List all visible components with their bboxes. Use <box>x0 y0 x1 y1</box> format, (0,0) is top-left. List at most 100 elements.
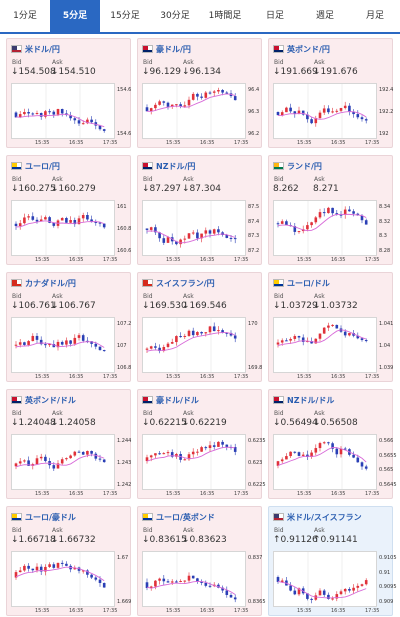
tab-7[interactable]: 月足 <box>365 11 384 21</box>
tab-1[interactable]: 5分足 <box>50 0 100 32</box>
mini-chart[interactable] <box>273 551 377 607</box>
pair-card[interactable]: スイスフラン/円 Bid Ask ↓169.530 ↓169.546 170 169.8 15… <box>137 272 262 382</box>
mini-chart[interactable] <box>273 200 377 256</box>
pair-card[interactable]: ユーロ/ドル Bid Ask ↓1.03729 ↓1.03732 1.041 1.04 1.0… <box>268 272 393 382</box>
candle-body <box>221 587 224 591</box>
candle-body <box>94 453 98 459</box>
candle-body <box>170 104 174 107</box>
y-tick-label: 0.623 <box>248 460 263 466</box>
candle-body <box>348 588 351 591</box>
candle-body <box>18 461 22 464</box>
mini-chart[interactable] <box>11 434 115 490</box>
pair-card[interactable]: NZドル/ドル Bid Ask ↓0.56494 ↓0.56508 0.566 0.5655… <box>268 389 397 499</box>
candle-body <box>314 595 318 600</box>
pair-title[interactable]: 米ドル/円 <box>11 43 60 55</box>
mini-chart[interactable] <box>11 83 115 139</box>
mini-chart[interactable] <box>273 317 377 373</box>
pair-title[interactable]: ユーロ/英ポンド <box>142 511 215 523</box>
pair-title[interactable]: 英ポンド/ドル <box>11 394 76 406</box>
candle-body <box>60 562 64 564</box>
mini-chart[interactable] <box>273 83 377 139</box>
pair-title[interactable]: ユーロ/豪ドル <box>11 511 76 523</box>
mini-chart[interactable] <box>142 83 246 139</box>
pair-title[interactable]: NZドル/円 <box>142 160 195 172</box>
candle-body <box>183 459 187 461</box>
mini-chart[interactable] <box>142 434 246 490</box>
mini-chart[interactable] <box>11 200 115 256</box>
pair-card[interactable]: 豪ドル/円 Bid Ask ↓96.129 ↓96.134 96.4 96.3 96.2 15:… <box>137 38 262 148</box>
tab-5[interactable]: 日足 <box>265 11 284 21</box>
x-tick-label: 15:35 <box>35 491 50 497</box>
pair-card[interactable]: 英ポンド/ドル Bid Ask ↓1.24048 ↓1.24058 1.244 1.243 1… <box>6 389 131 499</box>
x-tick-label: 16:35 <box>69 608 84 614</box>
candle-body <box>289 338 292 341</box>
candle-body <box>175 104 178 106</box>
y-tick-label: 87.5 <box>248 204 260 210</box>
tab-0[interactable]: 1分足 <box>13 11 37 21</box>
candle-body <box>187 575 191 581</box>
bid-value: ↑0.91126 <box>273 535 318 545</box>
mini-chart[interactable] <box>273 434 377 490</box>
candle-body <box>179 580 182 582</box>
candle-body <box>166 581 170 583</box>
candle-body <box>48 217 51 223</box>
candle-body <box>158 453 161 455</box>
pair-title[interactable]: ユーロ/ドル <box>273 277 330 289</box>
ask-value: ↓0.62219 <box>182 418 227 428</box>
candle-body <box>322 442 326 444</box>
candle-body <box>175 453 178 457</box>
pair-title[interactable]: ランド/円 <box>273 160 322 172</box>
candle-body <box>73 451 77 456</box>
pair-card[interactable]: ランド/円 Bid Ask 8.262 8.271 8.34 8.32 8.3 8.28 15:3… <box>268 155 393 265</box>
mini-chart[interactable] <box>142 551 246 607</box>
pair-title[interactable]: 豪ドル/ドル <box>142 394 199 406</box>
bid-label: Bid <box>143 176 153 183</box>
pair-card[interactable]: ユーロ/英ポンド Bid Ask ↓0.83615 ↓0.83623 0.837 0.836… <box>137 506 266 616</box>
candle-body <box>314 217 318 223</box>
pair-card[interactable]: 米ドル/円 Bid Ask ↓154.508 ↓154.510 154.6 154.6 15:… <box>6 38 131 148</box>
pair-card[interactable]: NZドル/円 Bid Ask ↓87.297 ↓87.304 87.5 87.4 87.3 87… <box>137 155 262 265</box>
candle-body <box>221 90 224 93</box>
pair-card[interactable]: ユーロ/円 Bid Ask ↓160.275 ↓160.279 161 160.8 160.6… <box>6 155 131 265</box>
y-tick-label: 107.2 <box>117 321 132 327</box>
candle-body <box>360 584 364 586</box>
pair-title[interactable]: NZドル/ドル <box>273 394 334 406</box>
mini-chart[interactable] <box>142 317 246 373</box>
pair-card[interactable]: 英ポンド/円 Bid Ask ↓191.669 ↓191.676 192.4 192.2 19… <box>268 38 393 148</box>
pair-title[interactable]: 米ドル/スイスフラン <box>273 511 362 523</box>
pair-card[interactable]: 豪ドル/ドル Bid Ask ↓0.62215 ↓0.62219 0.6235 0.623 0… <box>137 389 266 499</box>
tab-6[interactable]: 週足 <box>315 11 334 21</box>
mini-chart[interactable] <box>11 317 115 373</box>
y-tick-label: 1.67 <box>117 555 129 561</box>
pair-title[interactable]: カナダドル/円 <box>11 277 76 289</box>
mini-chart[interactable] <box>11 551 115 607</box>
x-tick-label: 16:35 <box>69 257 84 263</box>
flag-icon <box>11 45 22 53</box>
candle-body <box>364 340 368 342</box>
pair-title[interactable]: スイスフラン/円 <box>142 277 215 289</box>
x-tick-label: 17:35 <box>365 257 380 263</box>
pair-card[interactable]: 米ドル/スイスフラン Bid Ask ↑0.91126 ↑0.91141 0.9105 0.… <box>268 506 397 616</box>
bid-value: 8.262 <box>273 184 299 194</box>
bid-value: ↓160.275 <box>11 184 56 194</box>
tab-3[interactable]: 30分足 <box>160 11 190 21</box>
mini-chart[interactable] <box>142 200 246 256</box>
candlestick-chart <box>145 84 237 138</box>
tab-4[interactable]: 1時間足 <box>208 11 242 21</box>
pair-title[interactable]: 英ポンド/円 <box>273 43 330 55</box>
pair-title-text: ユーロ/円 <box>25 161 60 171</box>
pair-card[interactable]: ユーロ/豪ドル Bid Ask ↓1.66718 ↓1.66732 1.67 1.669 15… <box>6 506 131 616</box>
bid-label: Bid <box>12 176 22 183</box>
pair-title[interactable]: ユーロ/円 <box>11 160 60 172</box>
candle-body <box>183 580 187 582</box>
ask-label: Ask <box>314 59 325 66</box>
pair-card[interactable]: カナダドル/円 Bid Ask ↓106.761 ↓106.767 107.2 107 106… <box>6 272 131 382</box>
ask-label: Ask <box>183 527 194 534</box>
candle-body <box>208 585 212 587</box>
pair-title[interactable]: 豪ドル/円 <box>142 43 191 55</box>
bid-value: ↓1.24048 <box>11 418 56 428</box>
y-tick-label: 0.8365 <box>248 599 266 605</box>
candle-body <box>306 225 309 230</box>
candle-body <box>73 220 77 225</box>
tab-2[interactable]: 15分足 <box>110 11 140 21</box>
